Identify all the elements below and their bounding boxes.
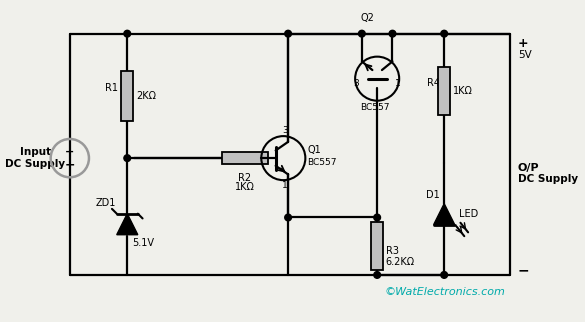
Circle shape [374,214,380,221]
Circle shape [441,271,448,278]
Text: R1: R1 [105,83,118,93]
Text: DC Supply: DC Supply [5,159,66,169]
Polygon shape [433,204,455,225]
Text: 1: 1 [395,79,401,88]
Text: 5.1V: 5.1V [132,238,154,248]
Circle shape [359,30,365,37]
Text: 5V: 5V [518,50,532,60]
Text: 3: 3 [283,126,288,135]
Text: DC Supply: DC Supply [518,174,578,184]
Text: 1KΩ: 1KΩ [453,86,473,96]
Text: −: − [518,263,529,277]
Bar [121,71,133,121]
Text: Q2: Q2 [360,13,374,23]
Circle shape [441,30,448,37]
Text: ©WatElectronics.com: ©WatElectronics.com [384,287,505,297]
Text: R4: R4 [428,79,441,89]
Text: BC557: BC557 [307,158,337,167]
Text: +: + [65,147,74,157]
Text: −: − [64,158,75,171]
Circle shape [124,30,130,37]
Text: 1: 1 [283,181,288,190]
Text: D1: D1 [426,190,439,200]
Bar [438,67,450,115]
Text: R2: R2 [239,174,252,184]
Bar [371,222,383,270]
Circle shape [285,30,291,37]
Polygon shape [117,214,138,235]
Text: 1KΩ: 1KΩ [235,182,255,192]
Text: Input: Input [20,147,51,157]
Text: +: + [518,37,528,50]
Text: Q1: Q1 [307,146,321,156]
Circle shape [389,30,396,37]
Bar [222,152,268,164]
Text: 2KΩ: 2KΩ [136,91,156,101]
Text: O/P: O/P [518,163,539,173]
Circle shape [124,155,130,161]
Text: 3: 3 [353,79,359,88]
Text: 6.2KΩ: 6.2KΩ [386,258,415,268]
Circle shape [374,271,380,278]
Text: R3: R3 [386,246,399,256]
Text: ZD1: ZD1 [95,198,116,208]
Circle shape [285,214,291,221]
Text: BC557: BC557 [360,103,390,112]
Text: LED: LED [459,209,478,219]
Text: 2: 2 [256,155,261,164]
